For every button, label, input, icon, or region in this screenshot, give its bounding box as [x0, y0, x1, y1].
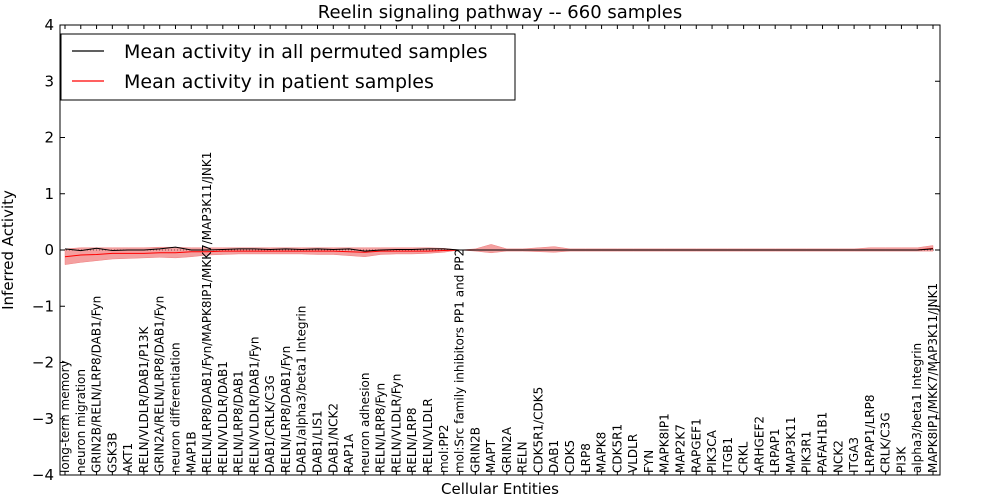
x-tick-label: RELN/LRP8/Fyn	[374, 383, 388, 473]
x-tick-label: RELN/VLDLR/DAB1/Fyn	[247, 337, 261, 473]
x-tick-label: CDK5R1	[610, 424, 624, 473]
x-tick-label: ARHGEF2	[752, 416, 766, 473]
y-tick-label: 2	[44, 129, 54, 147]
y-tick-label: −2	[32, 354, 54, 372]
y-tick-label: −1	[32, 297, 54, 315]
x-tick-label: RELN/LRP8/DAB1	[232, 370, 246, 473]
x-tick-label: VLDLR	[626, 434, 640, 473]
x-tick-label: neuron adhesion	[358, 372, 372, 473]
x-tick-label: DAB1/alpha3/beta1 Integrin	[295, 306, 309, 473]
x-tick-label: mol:PP2	[437, 424, 451, 473]
x-tick-label: MAPK8IP1/MKK7/MAP3K11/JNK1	[926, 283, 940, 473]
x-tick-label: GRIN2B	[468, 427, 482, 473]
x-tick-label: GRIN2A	[500, 426, 514, 473]
x-axis-label: Cellular Entities	[441, 480, 559, 498]
x-tick-label: PAFAH1B1	[816, 412, 830, 473]
y-tick-label: 3	[44, 72, 54, 90]
x-tick-label: GRIN2B/RELN/LRP8/DAB1/Fyn	[90, 296, 104, 473]
x-tick-label: DAB1/NCK2	[326, 403, 340, 473]
y-axis-ticks: 4 3 2 1 0 −1 −2 −3 −4	[32, 16, 940, 484]
x-tick-label: AKT1	[121, 443, 135, 473]
x-tick-label: RELN/VLDLR/DAB1	[216, 361, 230, 473]
x-tick-label: FYN	[642, 450, 656, 473]
x-tick-label: RELN/LRP8/DAB1/Fyn	[279, 346, 293, 473]
x-tick-label: MAP1B	[184, 431, 198, 473]
y-axis-label: Inferred Activity	[0, 190, 17, 310]
legend-label-patient: Mean activity in patient samples	[124, 71, 434, 93]
x-tick-label: LRP8	[579, 443, 593, 473]
y-tick-label: 4	[44, 16, 54, 34]
x-tick-label: RELN/LRP8	[405, 407, 419, 473]
x-tick-label: GSK3B	[105, 432, 119, 473]
x-tick-label: neuron differentiation	[168, 342, 182, 473]
x-tick-label: LRPAP1/LRP8	[863, 394, 877, 473]
x-tick-label: PIK3R1	[800, 431, 814, 473]
x-tick-label: MAPK8	[595, 432, 609, 473]
x-tick-label: RAPGEF1	[689, 418, 703, 473]
y-tick-label: 0	[44, 241, 54, 259]
plot-area	[60, 244, 940, 265]
x-tick-label: RELN/VLDLR/Fyn	[389, 374, 403, 473]
x-tick-label: MAP3K11	[784, 416, 798, 473]
x-tick-label: neuron migration	[74, 369, 88, 473]
x-tick-label: NCK2	[831, 440, 845, 473]
y-tick-label: −3	[32, 410, 54, 428]
x-tick-label: DAB1/CRLK/C3G	[263, 375, 277, 473]
x-tick-label: ITGB1	[721, 437, 735, 473]
y-tick-label: −4	[32, 466, 54, 484]
x-tick-label: RELN/LRP8/DAB1/Fyn/MAPK8IP1/MKK7/MAP3K11…	[200, 152, 214, 473]
legend-box	[60, 33, 516, 101]
legend: Mean activity in all permuted samples Me…	[60, 33, 516, 101]
x-tick-label: CRLK/C3G	[879, 412, 893, 473]
x-tick-label: alpha3/beta1 Integrin	[910, 343, 924, 473]
x-tick-label: ITGA3	[847, 437, 861, 473]
series-line-permuted	[64, 246, 934, 252]
x-axis-ticks	[64, 25, 934, 475]
x-tick-label: RELN	[516, 441, 530, 473]
legend-label-permuted: Mean activity in all permuted samples	[124, 41, 487, 63]
x-tick-labels: long-term memory neuron migration GRIN2B/R…	[58, 152, 940, 473]
x-tick-label: mol:Src family inhibitors PP1 and PP2	[453, 249, 467, 473]
plot-frame	[59, 24, 941, 476]
x-tick-label: PIK3CA	[705, 429, 719, 473]
x-tick-label: DAB1	[547, 440, 561, 473]
y-tick-label: 1	[44, 185, 54, 203]
x-tick-label: DAB1/LIS1	[311, 410, 325, 473]
x-tick-label: CRKL	[737, 441, 751, 473]
x-tick-label: GRIN2A/RELN/LRP8/DAB1/Fyn	[153, 296, 167, 473]
x-tick-label: MAPT	[484, 439, 498, 473]
x-tick-label: LRPAP1	[768, 428, 782, 473]
chart-title: Reelin signaling pathway -- 660 samples	[318, 2, 682, 23]
x-tick-label: RELN/VLDLR	[421, 398, 435, 473]
x-tick-label: CDK5	[563, 440, 577, 473]
x-tick-label: MAPK8IP1	[658, 413, 672, 473]
x-tick-label: CDK5R1/CDK5	[531, 387, 545, 473]
x-tick-label: RELN/VLDLR/DAB1/P13K	[137, 326, 151, 473]
x-tick-label: PI3K	[894, 446, 908, 473]
x-tick-label: RAP1A	[342, 433, 356, 473]
x-tick-label: long-term memory	[58, 360, 72, 473]
x-tick-label: MAP2K7	[673, 424, 687, 473]
